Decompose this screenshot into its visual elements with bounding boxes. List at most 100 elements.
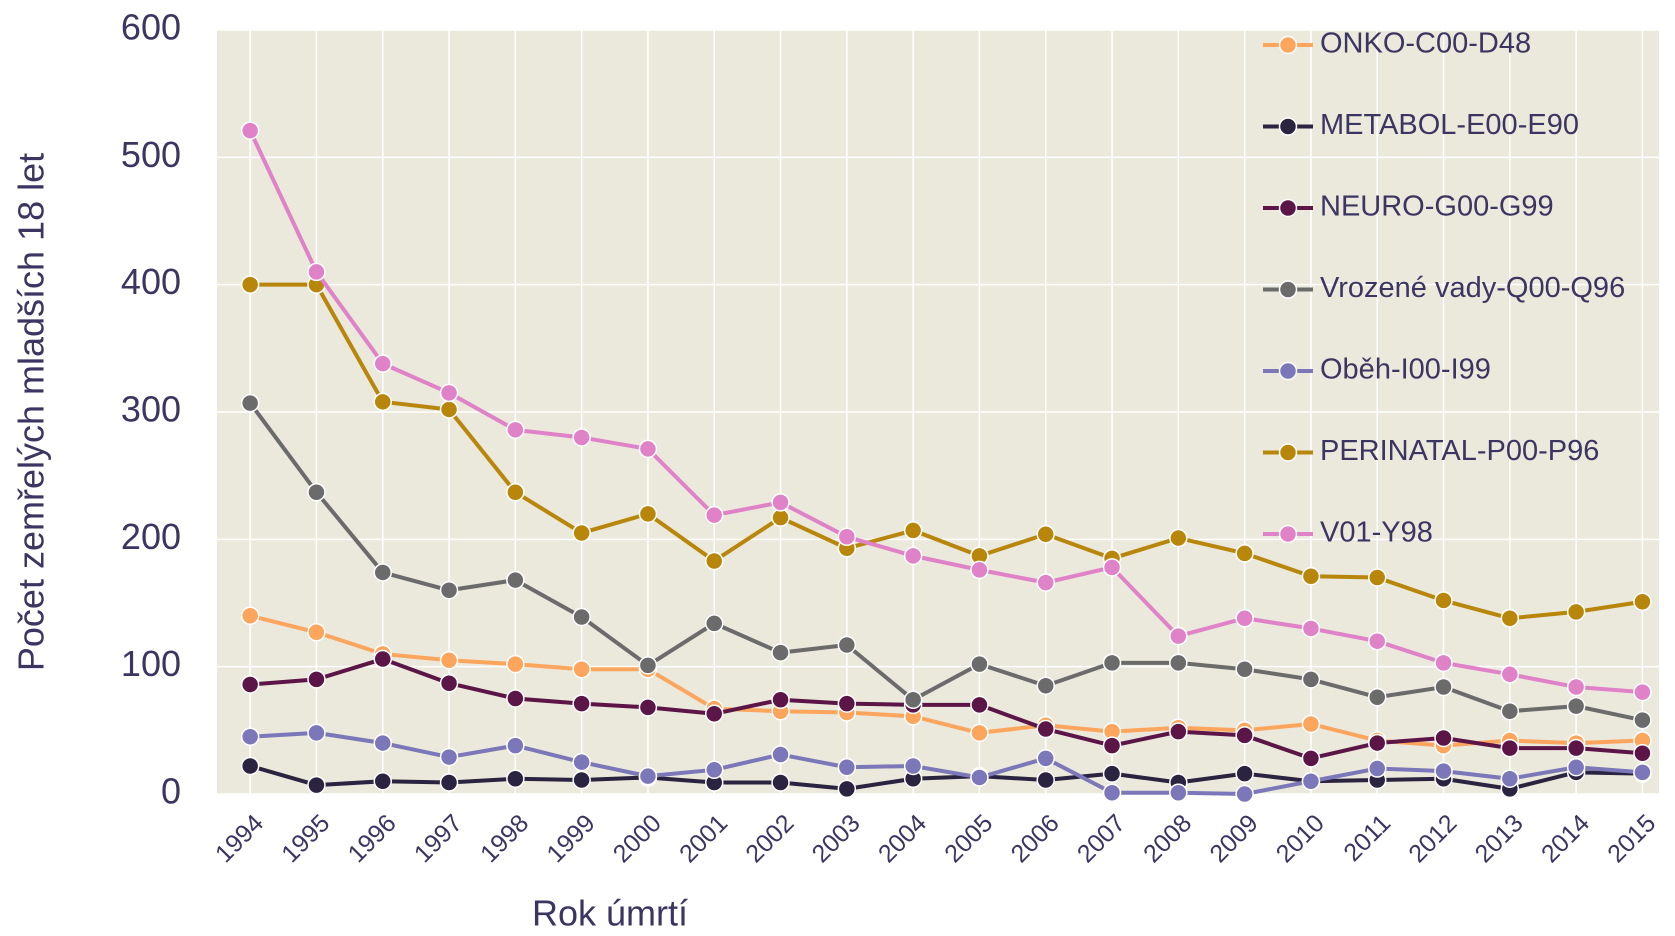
data-point xyxy=(506,689,525,708)
data-point xyxy=(572,428,591,447)
data-point xyxy=(704,704,724,724)
data-point xyxy=(1301,619,1321,638)
data-point xyxy=(771,690,790,710)
data-point xyxy=(1434,761,1453,781)
data-point xyxy=(307,482,326,502)
data-point xyxy=(837,779,857,799)
legend: ONKO-C00-D48 METABOL-E00-E90 NEURO-G00-G99… xyxy=(1263,28,1625,549)
data-point xyxy=(572,694,591,713)
series-line xyxy=(249,764,1643,791)
data-point xyxy=(771,773,790,792)
data-point xyxy=(1235,609,1254,628)
data-point xyxy=(970,723,989,743)
data-point xyxy=(373,563,392,582)
data-point xyxy=(1036,573,1055,592)
data-point xyxy=(1500,769,1520,788)
data-point xyxy=(837,758,857,777)
data-point xyxy=(1633,763,1652,782)
data-point xyxy=(903,756,923,776)
data-point xyxy=(1235,544,1254,563)
data-point xyxy=(1633,710,1652,730)
series-line xyxy=(250,282,1643,621)
y-tick-label: 200 xyxy=(121,516,181,557)
y-tick-label: 500 xyxy=(121,134,181,175)
data-point xyxy=(1500,609,1520,628)
data-point xyxy=(1169,528,1188,548)
data-point xyxy=(1102,764,1122,783)
data-point xyxy=(970,654,989,674)
x-tick-label: 2013 xyxy=(1470,809,1529,868)
data-point xyxy=(704,551,724,571)
series-line xyxy=(250,730,1643,796)
y-tick-label: 600 xyxy=(121,7,181,48)
data-point xyxy=(1434,677,1453,697)
x-tick-label: 2011 xyxy=(1338,809,1396,867)
data-point xyxy=(1500,665,1520,684)
data-point xyxy=(506,654,525,674)
data-point xyxy=(506,482,525,502)
data-point xyxy=(1367,733,1387,753)
legend-label: Vrozené vady-Q00-Q96 xyxy=(1320,272,1625,304)
data-point xyxy=(506,769,525,788)
data-point xyxy=(837,694,857,713)
data-point xyxy=(1367,568,1387,587)
data-point xyxy=(307,775,326,795)
data-point xyxy=(638,698,658,717)
x-tick-label: 1998 xyxy=(475,809,534,868)
data-point xyxy=(771,508,790,527)
x-tick-label: 2002 xyxy=(740,809,799,868)
x-tick-label: 2010 xyxy=(1271,809,1330,868)
data-point xyxy=(1036,719,1055,739)
x-axis-label: Rok úmrtí xyxy=(532,893,688,934)
x-tick-label: 2014 xyxy=(1536,809,1595,868)
legend-marker xyxy=(1278,443,1298,462)
data-point xyxy=(439,581,459,600)
data-point xyxy=(1434,728,1453,748)
data-point xyxy=(1102,653,1122,673)
data-point xyxy=(638,766,658,786)
data-point xyxy=(240,756,260,776)
data-point xyxy=(1367,631,1387,651)
data-point xyxy=(970,560,989,580)
series-line xyxy=(249,613,1643,748)
data-point xyxy=(572,607,591,627)
data-point xyxy=(307,670,326,689)
data-point xyxy=(903,690,923,710)
legend-marker xyxy=(1278,117,1298,136)
y-tick-label: 100 xyxy=(121,643,181,684)
data-point xyxy=(1102,736,1122,755)
legend-marker xyxy=(1278,280,1298,299)
x-tick-label: 2003 xyxy=(807,809,866,868)
series-line xyxy=(248,129,1643,695)
data-point xyxy=(638,656,658,675)
data-point xyxy=(771,745,790,764)
data-point xyxy=(373,772,392,791)
x-tick-label: 2008 xyxy=(1138,809,1197,868)
x-tick-label: 2007 xyxy=(1072,809,1131,868)
data-point xyxy=(1500,738,1520,758)
data-point xyxy=(373,354,392,373)
data-point xyxy=(1235,784,1254,804)
data-point xyxy=(771,493,790,512)
legend-label: V01-Y98 xyxy=(1320,517,1433,549)
data-point xyxy=(1633,744,1652,763)
data-point xyxy=(439,773,459,792)
data-point xyxy=(240,393,260,413)
data-point xyxy=(307,623,326,642)
legend-label: METABOL-E00-E90 xyxy=(1320,109,1579,141)
data-point xyxy=(704,614,724,633)
data-point xyxy=(240,675,260,694)
data-point xyxy=(572,659,591,679)
data-point xyxy=(439,400,459,419)
data-point xyxy=(307,723,326,743)
x-tick-label: 2012 xyxy=(1403,809,1462,868)
data-point xyxy=(903,546,923,566)
data-point xyxy=(903,521,923,540)
data-point xyxy=(240,275,260,294)
data-point xyxy=(373,649,392,669)
legend-marker xyxy=(1278,35,1298,55)
data-point xyxy=(970,695,989,715)
data-point xyxy=(373,392,392,412)
data-point xyxy=(1301,772,1321,791)
